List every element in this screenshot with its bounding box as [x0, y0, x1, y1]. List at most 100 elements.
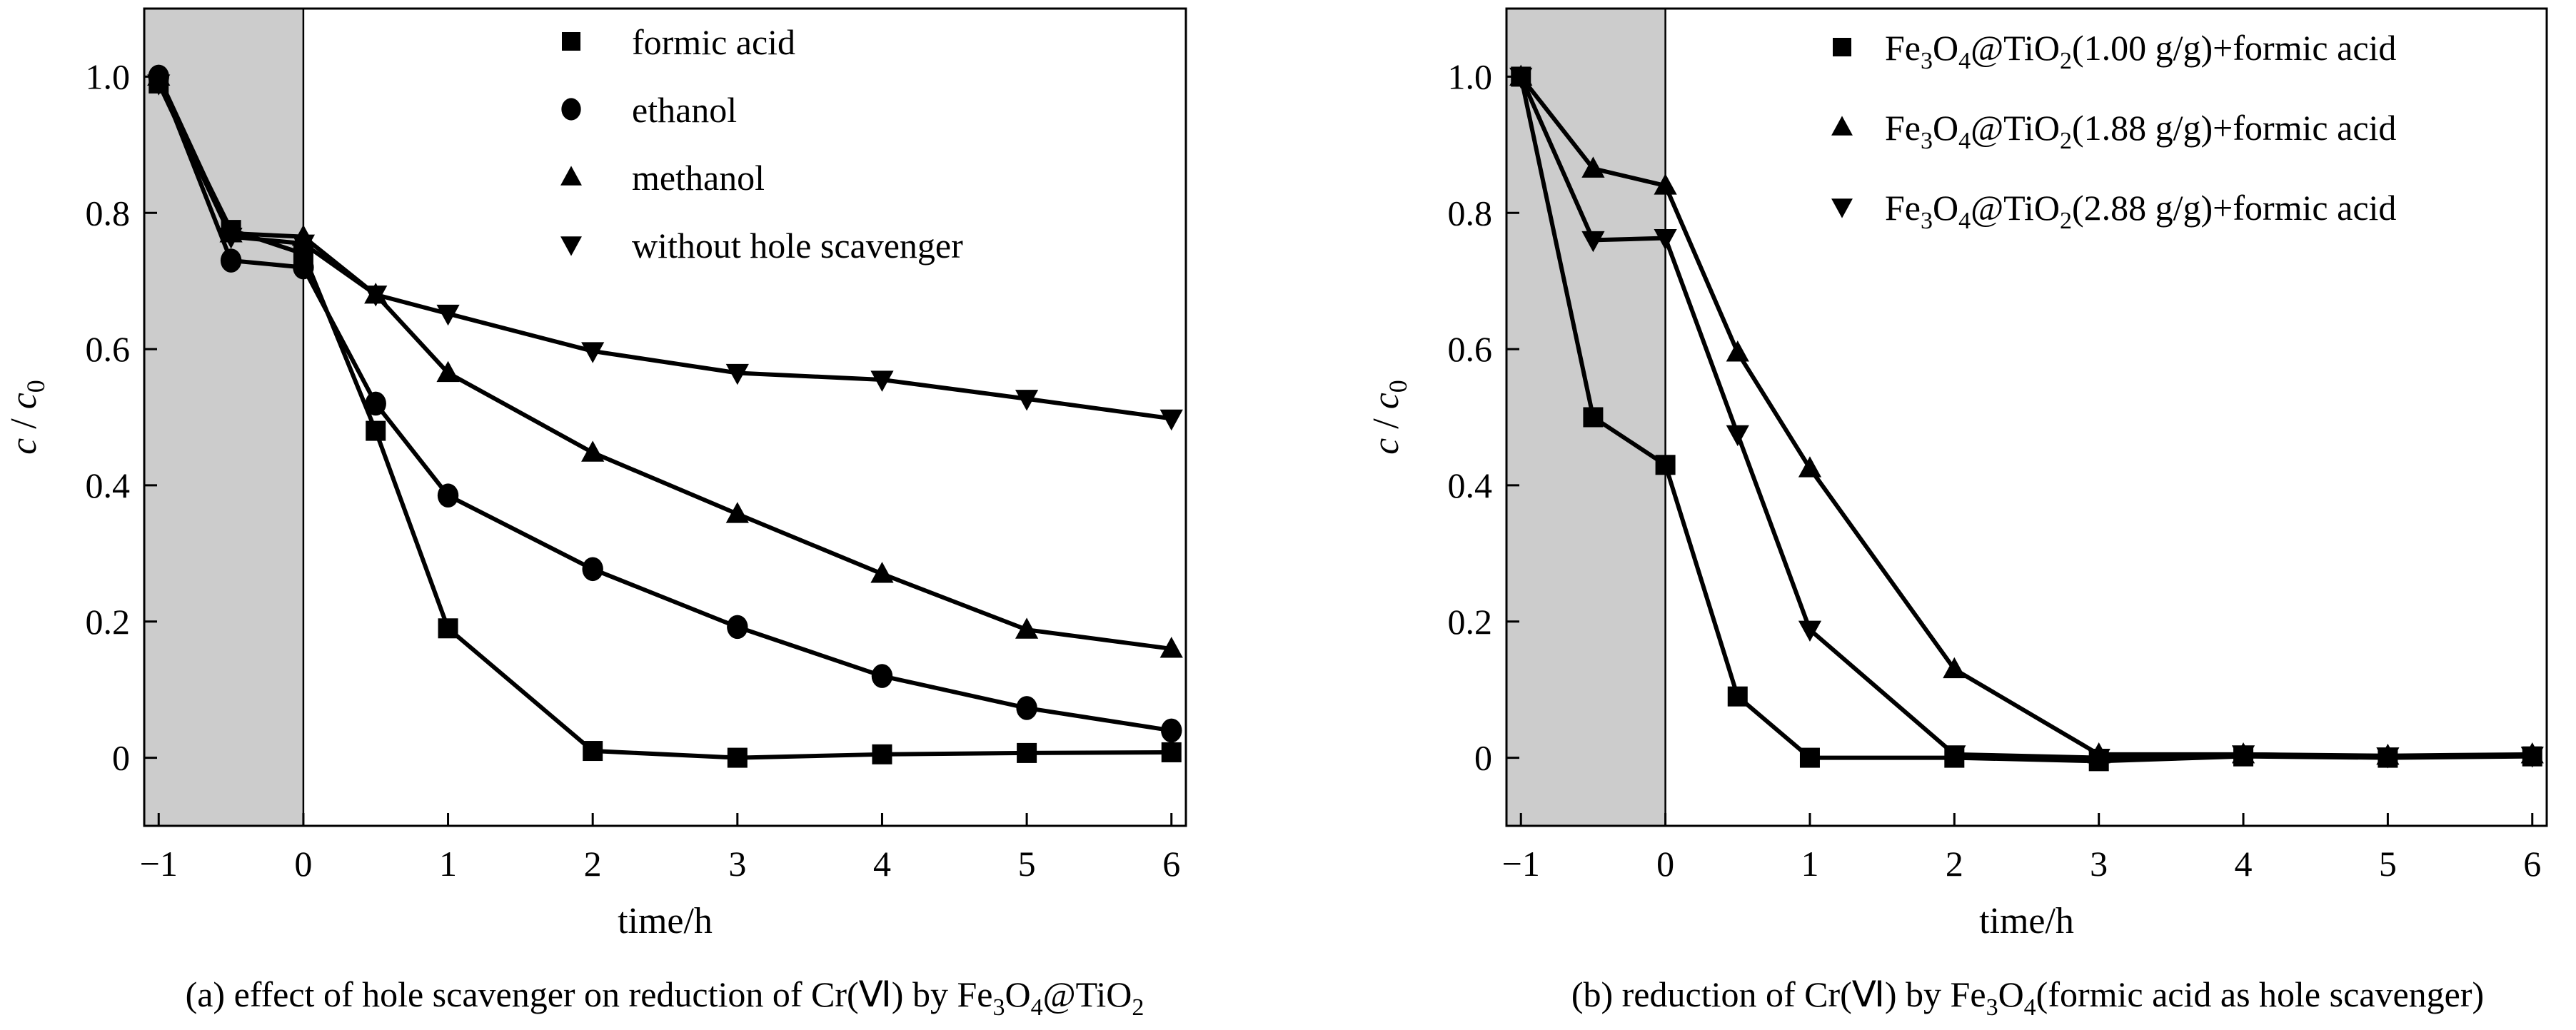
data-point-triangle-up: [725, 502, 749, 523]
x-tick-label: 5: [2379, 844, 2397, 884]
chart-panel-a: 0 0.2 0.4 0.6 0.8 1.0 −1 0 1 2 3 4 5 6 time/h c / c0 for…: [4, 7, 1187, 1021]
x-tick-label: 6: [1162, 844, 1180, 884]
y-tick-label: 0.2: [86, 602, 131, 642]
legend-label: Fe3O4@TiO2(2.88 g/g)+formic acid: [1885, 188, 2396, 234]
series-line: [1519, 76, 2532, 760]
legend-label: formic acid: [632, 22, 795, 62]
y-tick-label: 0.8: [86, 193, 131, 233]
data-point-square: [872, 744, 892, 764]
data-point-triangle-down: [364, 286, 388, 307]
data-point-triangle-down: [2520, 747, 2544, 768]
data-point-triangle-up: [870, 562, 894, 583]
data-point-triangle-down: [291, 234, 316, 256]
data-point-triangle-down: [581, 342, 605, 363]
series-line: [156, 82, 1172, 421]
data-point-square: [1583, 407, 1604, 428]
y-tick-label: 1.0: [1448, 56, 1493, 96]
x-tick-label: 1: [1801, 844, 1818, 884]
data-point-triangle-up: [1015, 617, 1039, 639]
data-point-circle: [582, 557, 603, 582]
legend-label: Fe3O4@TiO2(1.88 g/g)+formic acid: [1885, 108, 2396, 154]
series-line: [1519, 76, 2532, 764]
plot-frame: [1505, 7, 2548, 827]
data-point-circle: [727, 615, 748, 640]
data-point-triangle-down: [2231, 745, 2255, 767]
data-point-triangle-down: [1654, 228, 1677, 251]
data-point-square: [366, 420, 386, 441]
data-point-triangle-down: [2087, 748, 2110, 770]
legend-marker-triangle-up: [1831, 116, 1853, 136]
legend-marker-triangle-down: [560, 236, 582, 256]
x-tick-label: −1: [140, 844, 178, 884]
y-tick-label: 0.8: [1448, 193, 1493, 233]
y-axis-label: c / c0: [1366, 380, 1412, 455]
x-tick-label: 0: [1656, 844, 1674, 884]
x-tick-label: 5: [1018, 844, 1036, 884]
series-line: [156, 76, 1172, 733]
y-tick-label: 0.6: [86, 329, 131, 369]
data-point-square: [1655, 455, 1676, 475]
plot-frame: [143, 7, 1187, 827]
data-point-triangle-down: [436, 304, 460, 326]
legend-marker-square: [1833, 38, 1851, 56]
y-tick-label: 0.2: [1448, 602, 1493, 642]
y-tick-label: 1.0: [86, 56, 131, 96]
x-tick-label: 0: [294, 844, 312, 884]
data-point-circle: [293, 255, 314, 280]
data-point-circle: [437, 483, 459, 508]
series-triangle-down: [147, 74, 1183, 431]
data-point-square: [727, 747, 748, 768]
data-point-triangle-down: [1798, 620, 1822, 642]
legend-label: methanol: [632, 158, 765, 198]
data-point-triangle-up: [1159, 637, 1183, 658]
chart-panel-b: 0 0.2 0.4 0.6 0.8 1.0 −1 0 1 2 3 4 5 6 time/h c / c0 Fe3…: [1366, 7, 2548, 1021]
data-point-triangle-up: [581, 440, 605, 462]
data-point-triangle-up: [1943, 657, 1966, 679]
x-tick-label: 3: [2090, 844, 2108, 884]
y-tick-label: 0.4: [86, 465, 131, 505]
x-axis-label: time/h: [1979, 901, 2074, 941]
data-point-triangle-down: [870, 370, 894, 392]
legend-label: without hole scavenger: [632, 226, 963, 266]
data-point-square: [438, 618, 458, 639]
legend-marker-circle: [561, 98, 581, 121]
data-point-triangle-down: [1581, 231, 1605, 253]
figure-caption: (b) reduction of Cr(Ⅵ) by Fe3O4(formic a…: [1571, 974, 2484, 1021]
data-point-circle: [1161, 718, 1182, 743]
data-point-circle: [1016, 696, 1037, 720]
data-point-triangle-down: [725, 363, 749, 385]
x-tick-label: 3: [728, 844, 746, 884]
data-point-triangle-up: [1581, 156, 1605, 178]
x-tick-label: 1: [439, 844, 457, 884]
x-tick-label: 4: [2235, 844, 2253, 884]
data-point-triangle-up: [1726, 340, 1749, 362]
y-tick-label: 0.6: [1448, 329, 1493, 369]
data-point-triangle-down: [1509, 67, 1533, 89]
y-tick-label: 0.4: [1448, 465, 1493, 505]
series-triangle-down: [1509, 67, 2544, 770]
data-point-circle: [220, 248, 242, 273]
x-tick-label: 4: [873, 844, 891, 884]
data-point-triangle-down: [219, 228, 243, 249]
figure-caption: (a) effect of hole scavenger on reductio…: [186, 974, 1144, 1021]
data-point-triangle-down: [147, 74, 171, 96]
legend-label: Fe3O4@TiO2(1.00 g/g)+formic acid: [1885, 28, 2396, 74]
data-point-square: [1799, 747, 1820, 768]
x-tick-label: −1: [1502, 844, 1540, 884]
x-tick-label: 2: [584, 844, 602, 884]
adsorption-shaded-region: [144, 9, 303, 826]
x-tick-label: 6: [2523, 844, 2541, 884]
data-point-triangle-down: [1943, 745, 1966, 767]
data-point-triangle-down: [1015, 390, 1039, 411]
y-axis-label: c / c0: [4, 380, 50, 455]
data-point-triangle-up: [1654, 173, 1677, 195]
data-point-square: [1161, 742, 1182, 762]
y-tick-label: 0: [112, 738, 130, 778]
data-point-triangle-down: [2376, 747, 2400, 769]
data-point-circle: [871, 664, 893, 688]
legend-marker-triangle-down: [1831, 198, 1853, 218]
data-point-square: [1017, 742, 1037, 763]
legend-marker-square: [562, 32, 580, 51]
data-point-triangle-down: [1159, 409, 1183, 431]
